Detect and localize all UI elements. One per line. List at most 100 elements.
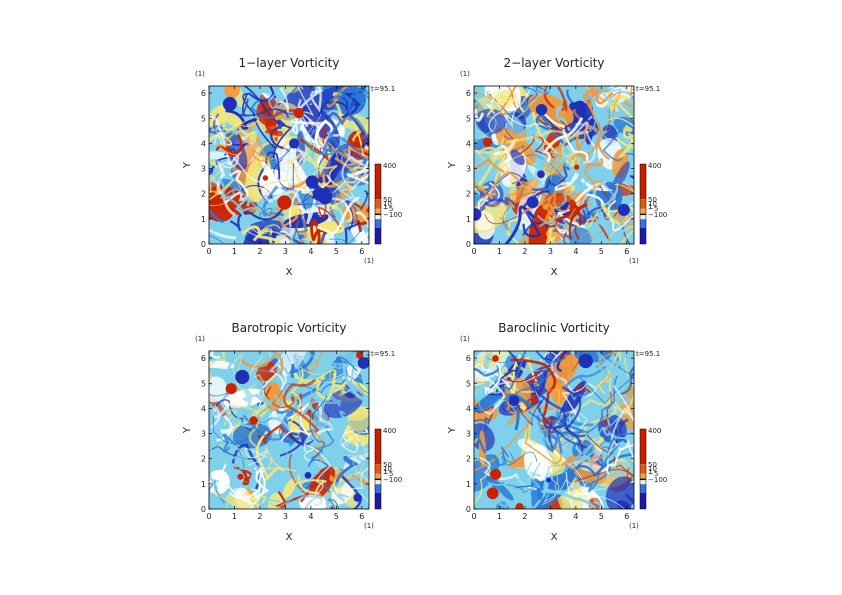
- vorticity-filament: [554, 172, 580, 191]
- y-tick-label: 4: [466, 404, 471, 413]
- vorticity-filament: [572, 115, 597, 164]
- vorticity-filament: [226, 366, 285, 381]
- vorticity-filament: [255, 443, 290, 471]
- vorticity-filament: [224, 187, 259, 209]
- vortex-blob: [238, 118, 257, 141]
- vorticity-filament: [504, 205, 536, 244]
- vorticity-filament: [601, 391, 613, 429]
- vorticity-filament: [318, 95, 349, 117]
- vorticity-filament: [474, 205, 479, 229]
- y-tick-label: 3: [466, 165, 471, 174]
- vortex-blob: [324, 434, 360, 451]
- vorticity-filament: [618, 365, 634, 396]
- colorbar-label: −100: [648, 211, 667, 219]
- vorticity-filament: [340, 425, 369, 452]
- colorbar-frame: [374, 163, 382, 245]
- vorticity-filament: [257, 151, 281, 204]
- y-tick-label: 5: [201, 114, 206, 123]
- coherent-vortex: [574, 164, 580, 170]
- y-tick-label: 1: [466, 480, 471, 489]
- vorticity-filament: [209, 235, 224, 244]
- vortex-blob: [509, 170, 517, 209]
- colorbar-label: 10: [383, 200, 392, 208]
- vorticity-filament: [324, 382, 369, 408]
- vorticity-filament: [286, 135, 339, 180]
- x-unit-label: (1): [364, 257, 374, 265]
- vorticity-filament: [630, 371, 634, 379]
- vorticity-filament: [554, 104, 571, 132]
- y-unit-label: (1): [195, 335, 205, 343]
- panel-title: Baroclinic Vorticity: [498, 321, 610, 335]
- vorticity-filament: [341, 155, 369, 191]
- vorticity-panel-3: Barotropic Vorticity 0 1 2 3 4 5 6 0 1 2 3 4 5 6 X Y (1) (…: [182, 321, 402, 543]
- vorticity-filament: [250, 98, 300, 119]
- coherent-vortex: [578, 353, 593, 369]
- x-unit-label: (1): [364, 522, 374, 530]
- vortex-blob: [209, 469, 230, 495]
- x-tick-label: 3: [283, 247, 288, 256]
- vorticity-filament: [297, 351, 333, 358]
- x-tick-label: 2: [522, 247, 527, 256]
- panel-title: Barotropic Vorticity: [231, 321, 346, 335]
- vorticity-filament: [554, 479, 607, 498]
- vorticity-filament: [209, 468, 219, 490]
- vorticity-filament: [488, 110, 552, 133]
- colorbar-label: −5: [648, 470, 658, 478]
- vorticity-filament: [474, 487, 508, 509]
- vorticity-filament: [293, 86, 325, 116]
- panel-title: 2−layer Vorticity: [504, 56, 605, 70]
- vorticity-filament: [271, 137, 343, 161]
- vorticity-filament: [481, 140, 512, 155]
- vorticity-filament: [474, 107, 485, 122]
- coherent-vortex: [353, 493, 362, 502]
- vorticity-filament: [263, 371, 296, 408]
- vorticity-filament: [581, 89, 611, 161]
- vorticity-filament: [224, 170, 249, 204]
- vorticity-filament: [474, 469, 492, 504]
- y-tick-label: 1: [201, 215, 206, 224]
- vorticity-filament: [280, 146, 323, 178]
- vorticity-filament: [474, 364, 500, 378]
- vorticity-filament: [297, 192, 326, 212]
- vorticity-filament: [592, 434, 618, 465]
- vorticity-filament: [309, 395, 328, 460]
- vorticity-filament: [242, 92, 276, 149]
- x-tick-label: 5: [334, 512, 339, 521]
- coherent-vortex: [508, 395, 520, 407]
- colorbar-segment: [640, 484, 646, 493]
- vorticity-filament: [602, 189, 617, 223]
- x-tick-label: 3: [548, 247, 553, 256]
- x-tick-label: 6: [359, 247, 364, 256]
- coherent-vortex: [293, 107, 304, 119]
- vorticity-filament: [282, 378, 320, 432]
- vorticity-filament: [291, 86, 343, 102]
- vorticity-filament: [344, 189, 369, 232]
- vorticity-filament: [244, 447, 268, 466]
- colorbar-segment: [640, 493, 646, 509]
- vorticity-filament: [541, 461, 564, 505]
- vorticity-filament: [240, 98, 289, 119]
- y-tick-label: 1: [201, 480, 206, 489]
- vorticity-filament: [576, 155, 615, 212]
- vorticity-filament: [273, 158, 294, 190]
- vorticity-filament: [251, 200, 274, 227]
- vorticity-filament: [209, 94, 216, 117]
- vorticity-panel-4: Baroclinic Vorticity 0 1 2 3 4 5 6 0 1 2 3 4 5 6 X Y (1) (…: [447, 321, 667, 543]
- vorticity-filament: [486, 94, 525, 117]
- vorticity-filament: [255, 495, 281, 509]
- vorticity-filament: [506, 218, 528, 244]
- coherent-vortex: [482, 137, 493, 147]
- vorticity-filament: [337, 135, 369, 163]
- vortex-blob: [224, 86, 240, 99]
- vorticity-filament: [267, 86, 280, 109]
- x-tick-label: 0: [206, 512, 211, 521]
- vorticity-filament: [209, 228, 237, 240]
- vorticity-filament: [542, 434, 562, 480]
- x-tick-label: 6: [359, 512, 364, 521]
- vorticity-filament: [213, 134, 271, 186]
- vorticity-filament: [317, 195, 342, 230]
- y-tick-label: 6: [466, 354, 471, 363]
- colorbar-segment: [640, 164, 646, 200]
- colorbar-segment: [375, 208, 381, 214]
